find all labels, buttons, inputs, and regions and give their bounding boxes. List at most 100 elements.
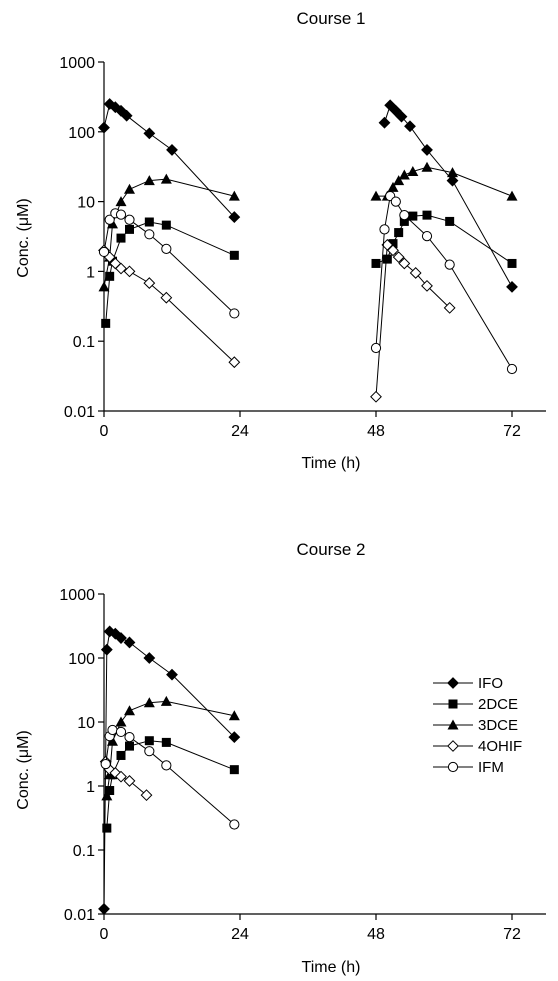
x-tick-label: 72: [503, 423, 521, 440]
y-tick-label: 0.01: [64, 907, 95, 924]
series-line-4ohif: [375, 243, 451, 397]
point-4ohif: [160, 291, 173, 304]
legend-marker: [448, 699, 458, 709]
point-ifm: [107, 724, 118, 736]
point-2dce: [161, 220, 171, 230]
point-4ohif: [115, 262, 127, 275]
point-2dce: [125, 224, 134, 234]
point-ifo: [228, 211, 241, 223]
point-4ohif: [392, 251, 405, 264]
series-ifo: [98, 625, 241, 915]
chart-course-1: Course 1 Conc. (μM) Time (h) 0.01 0.1 1 10 1…: [15, 9, 546, 472]
point-3dce: [506, 190, 518, 201]
y-tick-label: 1: [86, 264, 95, 281]
point-2dce: [371, 258, 381, 268]
point-ifo: [100, 643, 113, 656]
point-2dce: [116, 750, 126, 760]
point-3dce: [370, 190, 382, 201]
point-2dce: [507, 258, 517, 268]
legend-entry-4ohif: 4OHIF: [433, 738, 522, 755]
legend-label: IFM: [478, 759, 504, 776]
point-3dce: [98, 281, 110, 292]
y-tick-label: 10: [77, 195, 95, 212]
series-line-ifo: [103, 103, 235, 218]
chart-course-2: Course 2 Conc. (μM) Time (h) 0.01 0.1 1 10 1…: [15, 540, 546, 976]
point-ifo: [115, 632, 127, 644]
point-4ohif: [387, 244, 399, 257]
point-ifo: [389, 104, 402, 117]
x-axis-label: Time (h): [302, 959, 361, 976]
legend-marker: [447, 740, 459, 752]
y-tick-label: 10: [77, 715, 95, 732]
point-4ohif: [143, 277, 156, 289]
point-ifo: [378, 116, 391, 129]
point-ifm: [444, 259, 455, 270]
chart-title: Course 1: [297, 9, 366, 28]
point-ifm: [370, 342, 382, 354]
point-4ohif: [123, 265, 136, 278]
y-tick-label: 100: [68, 125, 95, 142]
point-4ohif: [228, 356, 241, 369]
point-3dce: [228, 710, 240, 721]
point-ifo: [166, 668, 178, 681]
point-ifm: [144, 229, 155, 240]
legend-label: 2DCE: [478, 696, 518, 713]
point-2dce: [422, 210, 432, 220]
series-4ohif: [99, 755, 153, 802]
chart-title: Course 2: [297, 540, 366, 559]
point-ifo: [103, 625, 116, 638]
point-ifm: [124, 732, 135, 743]
y-tick-label: 1000: [59, 587, 95, 604]
point-2dce: [105, 271, 115, 281]
point-2dce: [229, 765, 239, 775]
point-ifm: [506, 363, 518, 375]
series-line-2dce: [106, 740, 235, 829]
point-3dce: [124, 183, 135, 194]
y-tick-label: 0.01: [64, 404, 95, 421]
point-2dce: [144, 217, 154, 227]
point-ifo: [120, 109, 133, 122]
point-3dce: [124, 705, 135, 716]
point-ifo: [98, 121, 110, 134]
point-4ohif: [115, 770, 127, 783]
legend-entry-ifo: IFO: [433, 675, 503, 692]
point-3dce: [228, 190, 240, 201]
y-tick-label: 0.1: [73, 843, 95, 860]
point-ifo: [98, 903, 110, 915]
point-ifo: [506, 280, 518, 293]
plot-area: [98, 625, 241, 915]
axes: 0.01 0.1 1 10 100 1000 0 24 48 72: [59, 55, 546, 440]
series-line-ifm: [375, 195, 513, 370]
point-ifo: [228, 731, 241, 744]
point-ifo: [143, 652, 156, 664]
point-ifm: [144, 746, 155, 757]
legend: IFO 2DCE 3DCE 4OHIF IFM: [433, 675, 522, 776]
point-ifm: [124, 214, 135, 225]
point-2dce: [445, 216, 455, 226]
point-ifm: [98, 246, 110, 258]
point-3dce: [407, 165, 419, 176]
point-2dce: [101, 318, 111, 328]
point-2dce: [102, 823, 112, 833]
point-ifo: [404, 120, 416, 133]
point-2dce: [229, 250, 239, 260]
point-ifm: [161, 243, 172, 255]
point-ifm: [399, 210, 410, 221]
point-4ohif: [123, 775, 136, 787]
series-ifm: [100, 724, 240, 830]
legend-label: 3DCE: [478, 717, 518, 734]
point-ifm: [100, 758, 111, 770]
point-ifm: [115, 726, 127, 738]
point-ifo: [446, 174, 459, 187]
point-4ohif: [409, 267, 422, 279]
point-3dce: [393, 175, 405, 186]
point-2dce: [408, 211, 418, 221]
point-2dce: [388, 239, 398, 249]
point-2dce: [161, 737, 171, 747]
point-2dce: [125, 741, 134, 751]
point-ifo: [384, 99, 397, 112]
y-tick-label: 1: [86, 779, 95, 796]
point-ifm: [229, 308, 240, 319]
plot-area: [98, 98, 518, 403]
